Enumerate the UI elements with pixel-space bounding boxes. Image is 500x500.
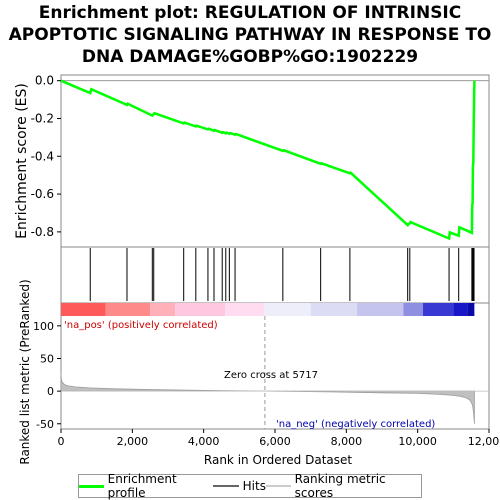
ranked-panel-frame xyxy=(60,302,490,430)
title-line-3: DNA DAMAGE%GOBP%GO:1902229 xyxy=(81,47,419,67)
ranking-color-segment xyxy=(310,303,358,316)
x-tick-label: 8,000 xyxy=(331,435,363,448)
enrichment-panel-frame xyxy=(60,74,490,248)
ranking-color-segment xyxy=(175,303,226,316)
ranked-y-axis-label: Ranked list metric (PreRanked) xyxy=(18,279,32,464)
legend-label-ranking: Ranking metric scores xyxy=(294,472,386,500)
hits-panel-frame xyxy=(60,246,490,304)
x-tick-label: 2,000 xyxy=(117,435,149,448)
es-y-axis-label: Enrichment score (ES) xyxy=(14,83,30,239)
ranking-color-segment xyxy=(357,303,404,316)
legend-item-hits: Hits xyxy=(212,479,266,493)
ranking-color-segment xyxy=(150,303,176,316)
title-line-2: APOPTOTIC SIGNALING PATHWAY IN RESPONSE … xyxy=(8,25,492,45)
legend-item-ranking-metric: Ranking metric scores xyxy=(265,472,421,500)
x-tick-label: 0 xyxy=(58,435,65,448)
es-y-tick-label: -0.6 xyxy=(31,187,54,201)
ranking-color-segment xyxy=(105,303,151,316)
ranking-metric-area xyxy=(60,371,475,424)
legend-swatch-hits xyxy=(212,485,239,487)
legend: Enrichment profile Hits Ranking metric s… xyxy=(78,472,422,500)
ranking-color-segment xyxy=(264,303,311,316)
gsea-plot: 0.0 -0.2 -0.4 -0.6 -0.8 100 50 0 -50 0 2,000 4,000 6… xyxy=(14,74,500,467)
x-tick-label: 10,000 xyxy=(398,435,437,448)
neg-correlated-label: 'na_neg' (negatively correlated) xyxy=(276,419,435,430)
pos-correlated-label: 'na_pos' (positively correlated) xyxy=(64,320,218,331)
legend-swatch-enrichment xyxy=(79,484,104,488)
ranking-color-segment xyxy=(403,303,424,316)
ranked-y-tick-label: 100 xyxy=(33,320,54,333)
title-line-1: Enrichment plot: REGULATION OF INTRINSIC xyxy=(38,3,462,23)
es-y-tick-label: -0.4 xyxy=(31,149,54,163)
enrichment-profile-line xyxy=(60,79,476,241)
ranking-color-segment xyxy=(225,303,265,316)
legend-label-enrichment: Enrichment profile xyxy=(107,472,177,500)
es-y-tick-label: -0.2 xyxy=(31,111,54,125)
x-tick-label: 4,000 xyxy=(188,435,220,448)
legend-swatch-ranking xyxy=(265,485,291,487)
chart-title: Enrichment plot: REGULATION OF INTRINSIC… xyxy=(0,2,500,68)
x-tick-label: 12,000 xyxy=(468,435,500,448)
legend-label-hits: Hits xyxy=(242,479,266,493)
ranking-color-segment xyxy=(423,303,454,316)
es-y-tick-label: 0.0 xyxy=(35,74,54,88)
zero-cross-label: Zero cross at 5717 xyxy=(224,370,318,381)
ranking-color-segment xyxy=(467,303,475,316)
ranked-y-tick-label: 50 xyxy=(40,352,54,365)
ranking-color-segment xyxy=(453,303,468,316)
x-axis-label: Rank in Ordered Dataset xyxy=(204,453,352,467)
legend-item-enrichment-profile: Enrichment profile xyxy=(79,472,213,500)
ranking-color-segment xyxy=(61,303,106,316)
ranked-y-tick-label: 0 xyxy=(47,385,54,398)
ranked-y-tick-label: -50 xyxy=(36,418,54,431)
x-tick-label: 6,000 xyxy=(259,435,291,448)
es-y-tick-label: -0.8 xyxy=(31,225,54,239)
